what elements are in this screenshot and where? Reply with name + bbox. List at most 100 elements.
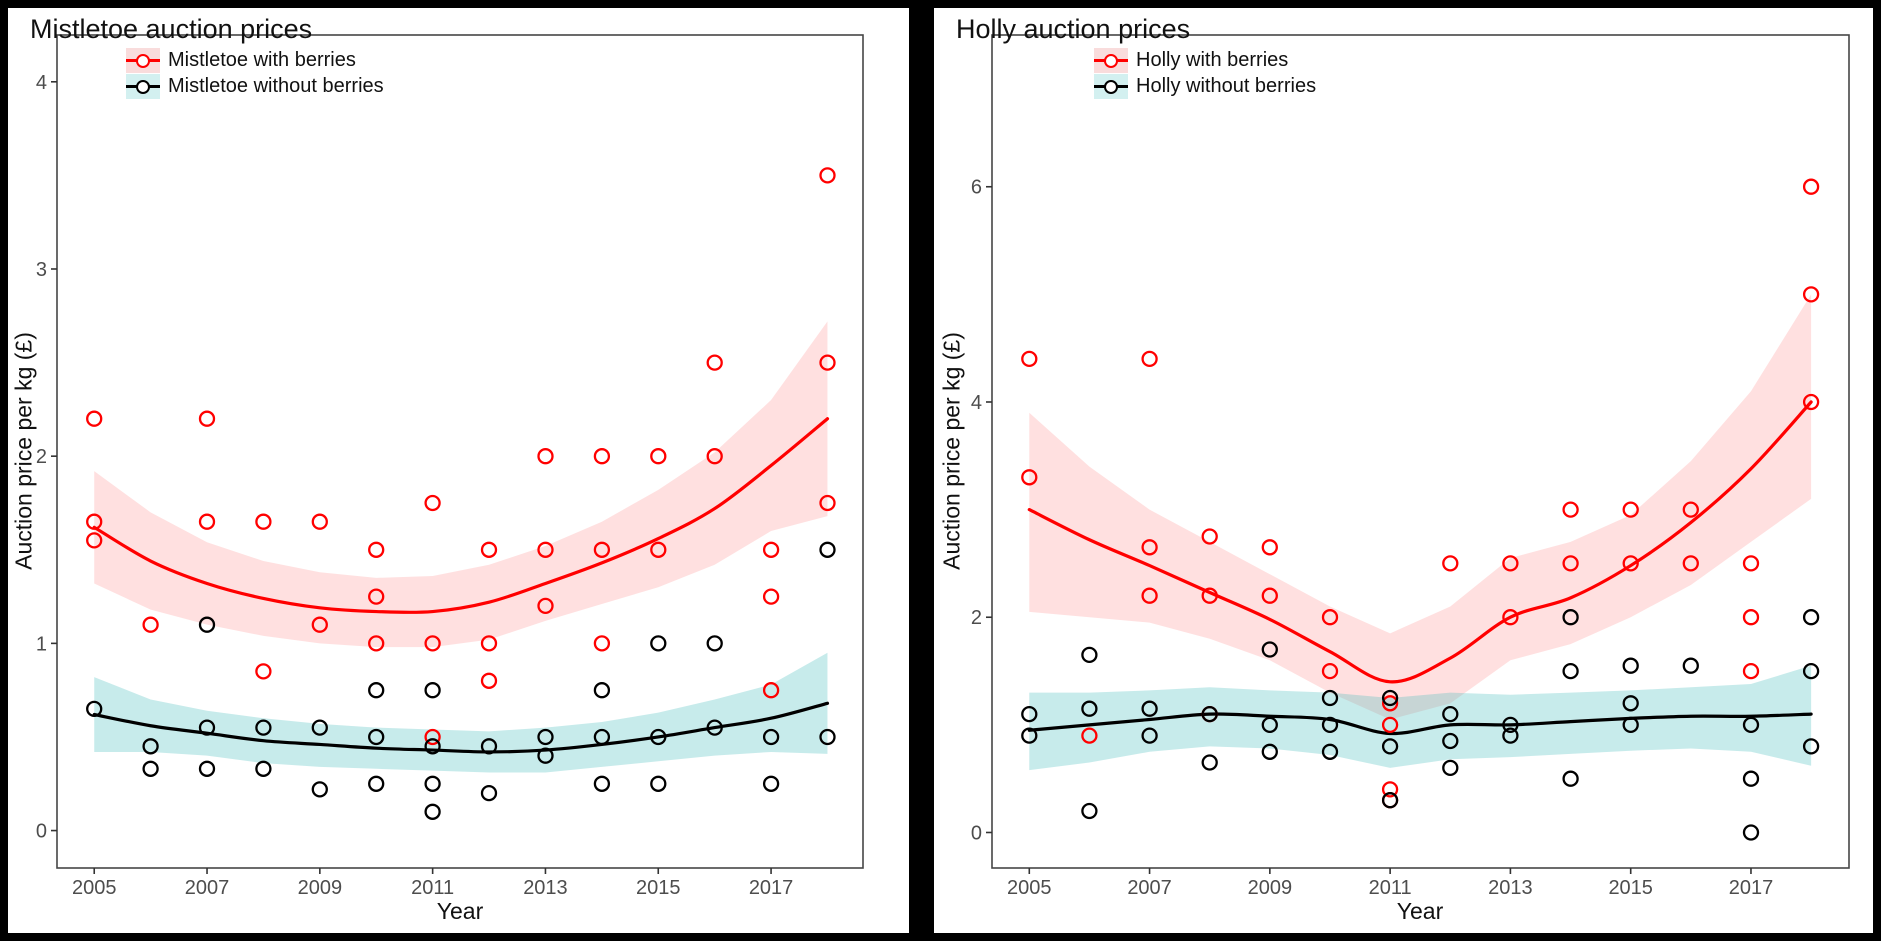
data-point [706, 635, 723, 652]
data-point [1802, 738, 1820, 755]
data-point [762, 682, 780, 699]
data-point [1381, 716, 1399, 734]
data-point [198, 616, 216, 633]
data-point [819, 354, 836, 371]
data-point [1442, 555, 1459, 572]
data-point [1141, 539, 1158, 556]
data-point [1141, 350, 1158, 368]
data-point [311, 616, 328, 633]
x-tick-label: 2005 [1007, 877, 1052, 899]
mistletoe-figure: 2005 2007 2009 2011 2013 2015 2017 0 1 2 3 4 Mistle… [8, 8, 909, 933]
data-point [86, 700, 103, 718]
x-tick-label: 2013 [1488, 877, 1533, 899]
data-point [1321, 662, 1339, 680]
data-point [1141, 587, 1158, 604]
data-point [650, 448, 667, 465]
x-tick-label: 2013 [523, 877, 568, 899]
data-point [1742, 770, 1760, 787]
trend-line [1027, 712, 1813, 736]
data-point [1021, 705, 1038, 723]
without-berries-key-icon [126, 74, 160, 99]
data-point [424, 728, 441, 746]
x-tick-label: 2011 [411, 877, 454, 899]
data-point [1802, 178, 1820, 195]
y-tick-label: 2 [971, 607, 982, 629]
data-point [762, 541, 780, 558]
data-point [762, 728, 780, 746]
holly-chart-title: Holly auction prices [956, 14, 1191, 44]
data-point [762, 775, 780, 792]
data-point [1201, 754, 1218, 771]
data-point [1502, 609, 1519, 626]
x-tick-label: 2007 [185, 877, 230, 899]
data-point [1201, 587, 1218, 604]
data-point [1321, 689, 1339, 707]
y-tick-label: 0 [971, 822, 982, 844]
data-point [1081, 646, 1098, 664]
data-point [1562, 555, 1579, 572]
data-point [1381, 695, 1399, 712]
y-tick-label: 0 [36, 821, 47, 843]
data-point [1622, 555, 1639, 572]
data-point [142, 616, 159, 633]
data-point [1081, 727, 1098, 744]
data-point [593, 728, 611, 746]
data-point [480, 738, 498, 755]
data-point [1261, 587, 1278, 604]
data-point [650, 728, 667, 746]
data-point [1261, 641, 1278, 658]
data-point [1742, 716, 1760, 734]
data-point [1081, 802, 1098, 820]
holly-legend: Holly with berries Holly without berries [1094, 48, 1316, 99]
data-point [1381, 738, 1399, 755]
legend-item-with-berries: Holly with berries [1094, 48, 1316, 73]
mistletoe-plot-canvas: 2005 2007 2009 2011 2013 2015 2017 0 1 2 3 4 [36, 34, 864, 899]
data-point [142, 760, 159, 777]
data-point [1802, 286, 1820, 303]
legend-item-without-berries: Holly without berries [1094, 74, 1316, 99]
data-point [650, 541, 667, 558]
data-point [255, 513, 272, 530]
confidence-ribbon [94, 652, 828, 773]
data-point [424, 803, 441, 820]
data-point [480, 635, 498, 652]
data-point [1442, 759, 1459, 777]
data-point [142, 738, 159, 755]
data-point [198, 513, 216, 530]
data-point [1502, 727, 1519, 744]
trend-line [92, 417, 830, 614]
data-point [1742, 662, 1760, 680]
data-point [1802, 393, 1820, 411]
holly-x-axis-label: Year [1396, 898, 1444, 924]
holly-y-axis-label: Auction price per kg (£) [938, 332, 965, 570]
data-point [255, 663, 272, 680]
data-point [1081, 700, 1098, 717]
data-point [480, 541, 498, 558]
data-point [1261, 743, 1278, 760]
data-point [424, 738, 441, 755]
data-point [368, 728, 385, 746]
x-tick-label: 2015 [1608, 877, 1653, 899]
data-point [1261, 539, 1278, 556]
confidence-ribbon [94, 321, 828, 648]
data-point [1201, 528, 1218, 545]
data-point [593, 448, 611, 465]
x-tick-label: 2017 [749, 877, 794, 899]
data-point [537, 747, 554, 764]
data-point [1321, 743, 1339, 760]
data-point [1562, 609, 1579, 626]
x-tick-label: 2015 [636, 877, 681, 899]
data-point [368, 541, 385, 558]
confidence-ribbon [1029, 665, 1812, 771]
data-point [650, 775, 667, 792]
data-point [1442, 732, 1459, 750]
data-point [1622, 716, 1639, 734]
data-point [593, 775, 611, 792]
legend-label: Holly with berries [1136, 49, 1289, 71]
panel-border [56, 34, 864, 869]
x-tick-label: 2017 [1729, 877, 1774, 899]
data-point [368, 588, 385, 605]
legend-item-with-berries: Mistletoe with berries [126, 48, 384, 73]
y-tick-label: 4 [36, 72, 47, 94]
data-point [593, 635, 611, 652]
